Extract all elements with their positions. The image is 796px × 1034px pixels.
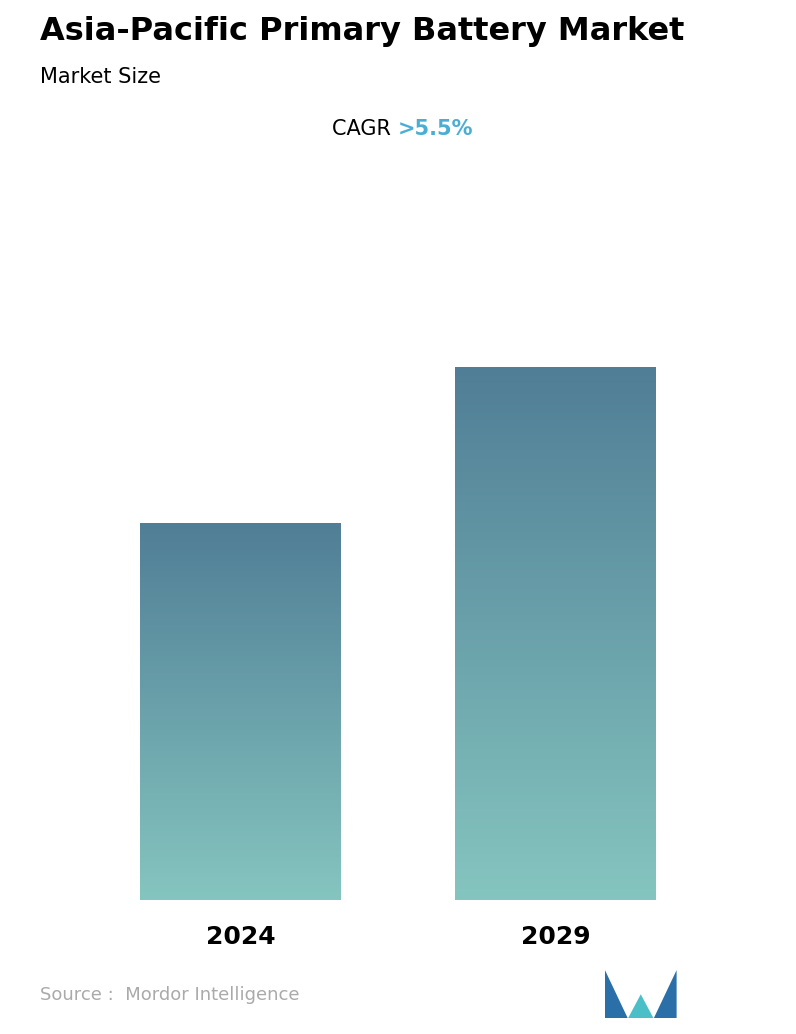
Text: CAGR: CAGR xyxy=(333,119,398,140)
Text: >5.5%: >5.5% xyxy=(398,119,474,140)
Text: 2024: 2024 xyxy=(205,925,275,949)
Text: Asia-Pacific Primary Battery Market: Asia-Pacific Primary Battery Market xyxy=(40,16,685,47)
Polygon shape xyxy=(605,970,628,1018)
Polygon shape xyxy=(654,970,677,1018)
Text: Market Size: Market Size xyxy=(40,67,161,87)
Polygon shape xyxy=(628,995,654,1018)
Text: Source :  Mordor Intelligence: Source : Mordor Intelligence xyxy=(40,985,299,1004)
Text: 2029: 2029 xyxy=(521,925,591,949)
